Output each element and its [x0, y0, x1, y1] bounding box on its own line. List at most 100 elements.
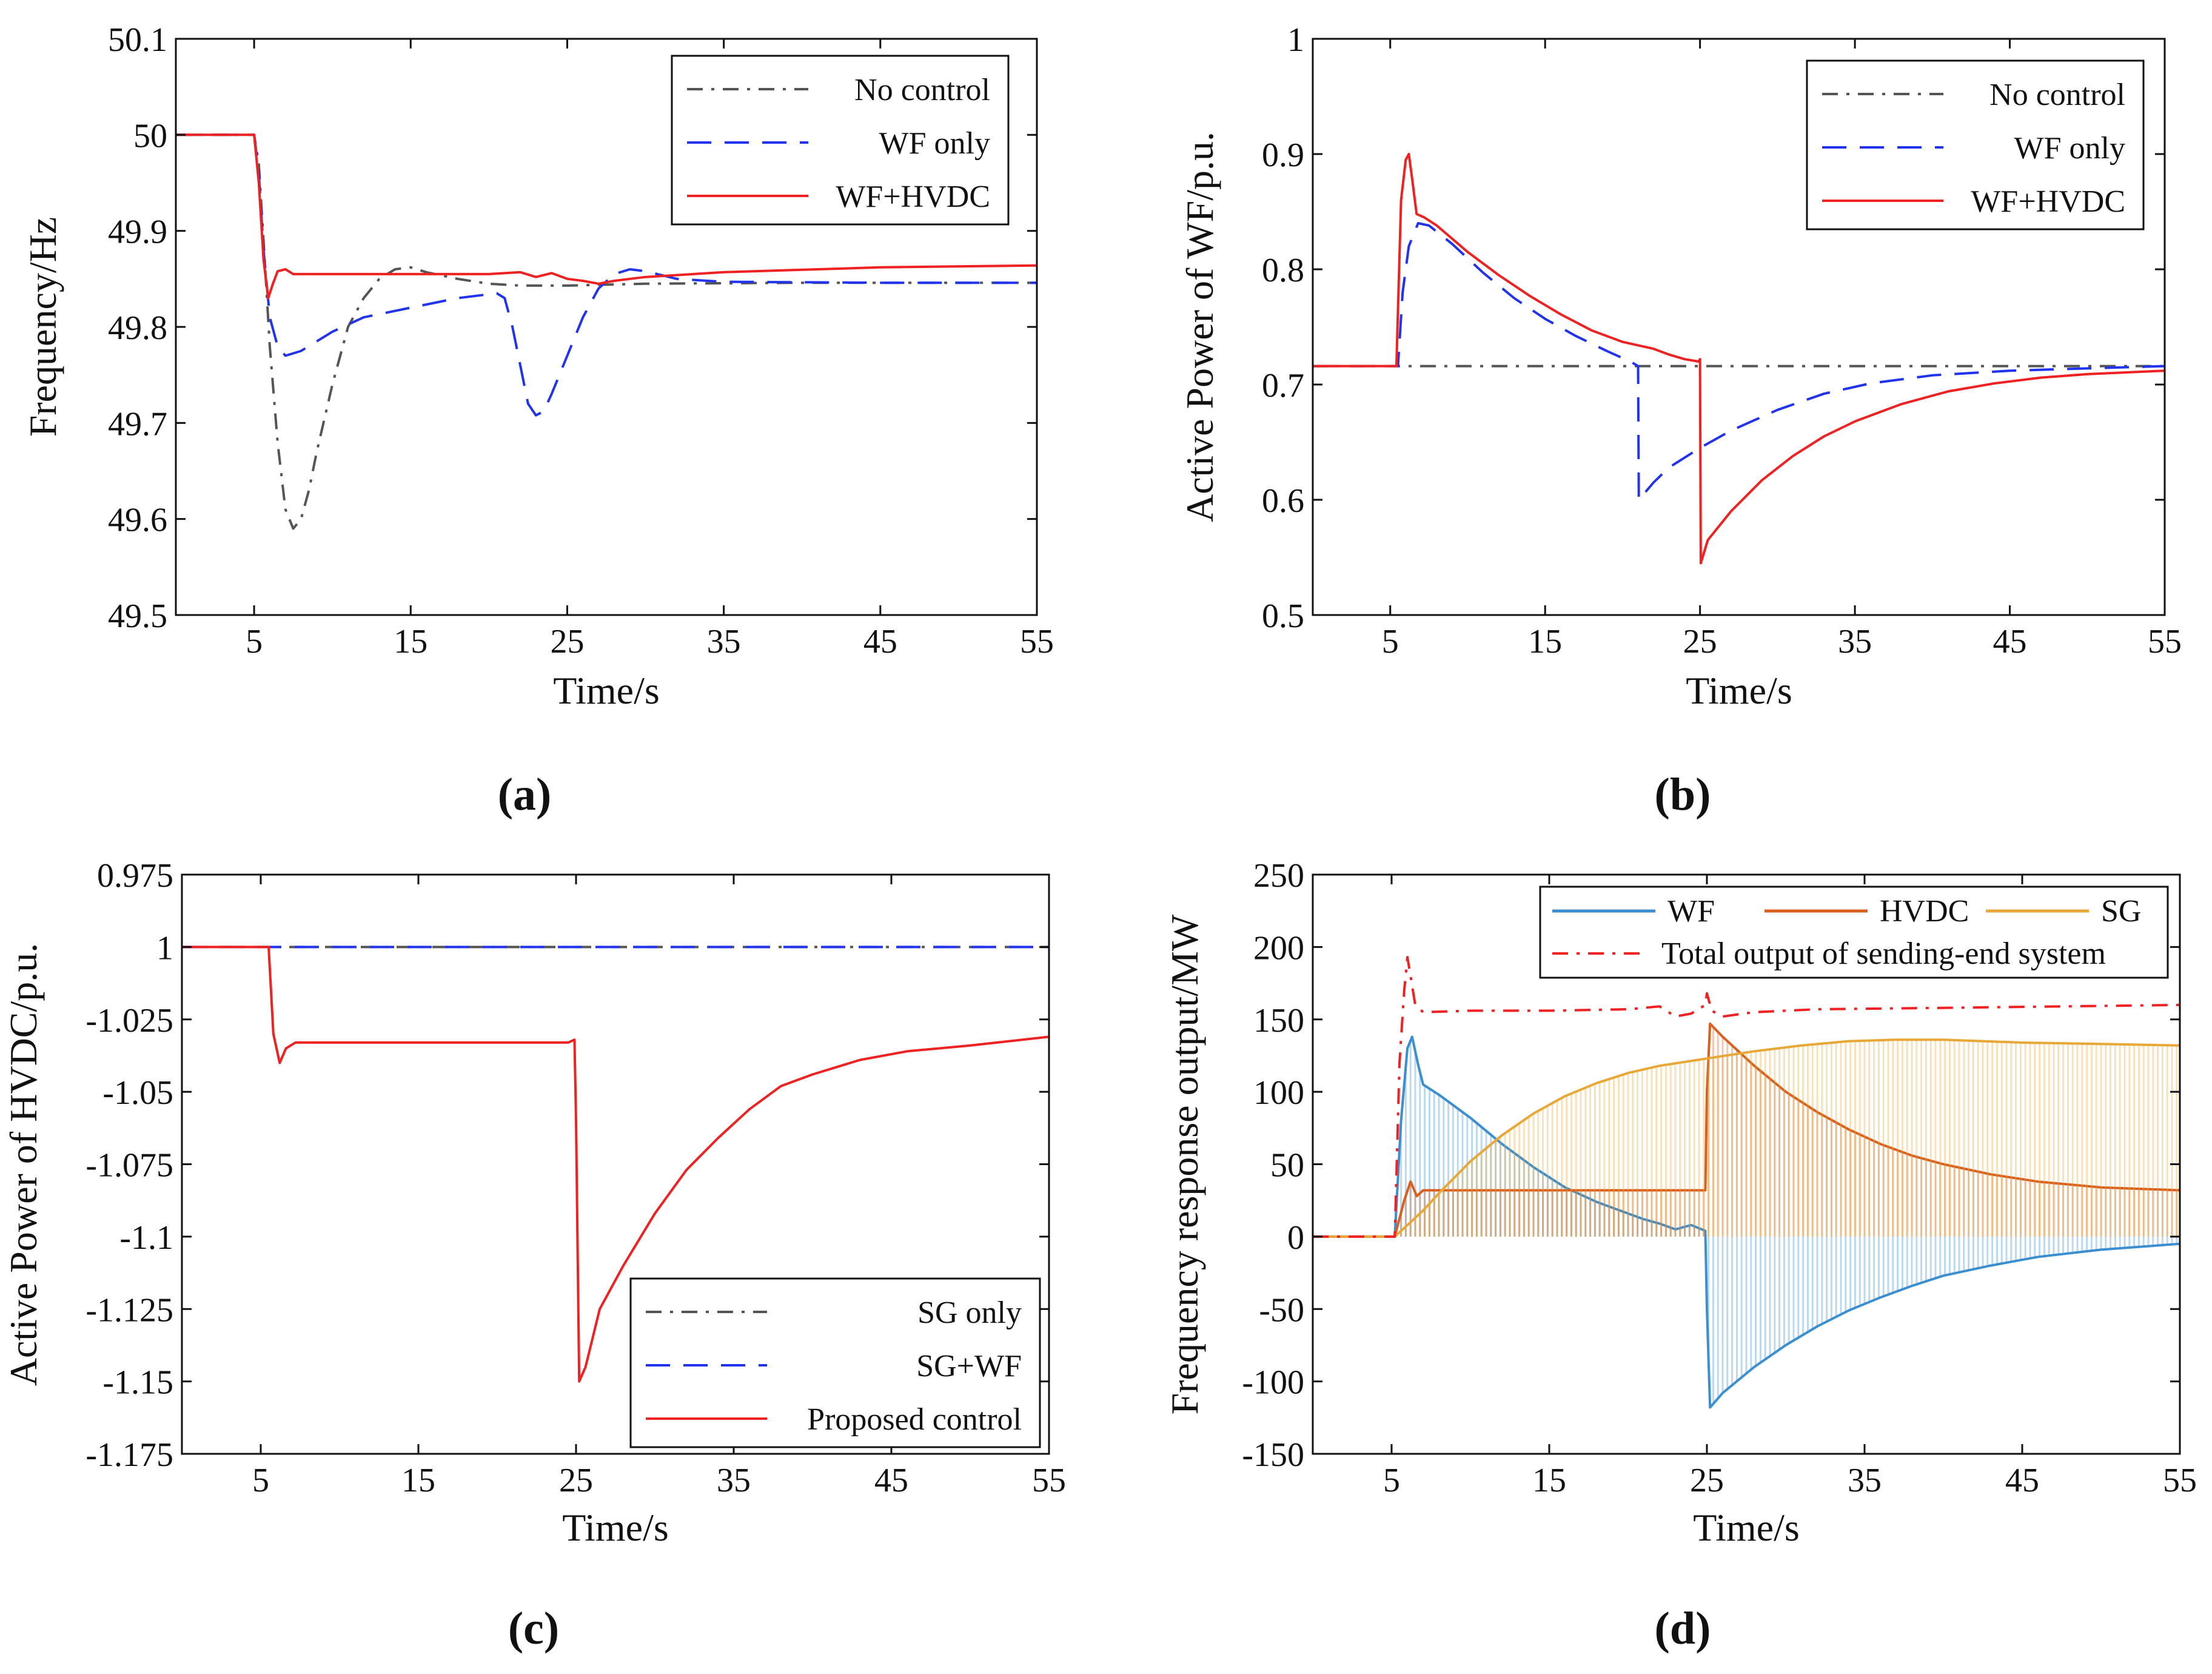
- chart-a-series-2-line: [176, 133, 1037, 300]
- chart-c-legend-label-1: SG+WF: [916, 1349, 1022, 1383]
- chart-b-legend-label-2: WF+HVDC: [1971, 184, 2125, 219]
- chart-b-x-label: Time/s: [1686, 669, 1792, 712]
- chart-a-xtick-label: 35: [707, 623, 741, 661]
- chart-b-series-1-line: [1313, 222, 2165, 501]
- chart-d-ytick-label: -100: [1242, 1364, 1304, 1402]
- chart-d-legend-label-2: SG: [2101, 894, 2141, 929]
- chart-d-ytick-label: 250: [1253, 857, 1304, 895]
- chart-a-xtick-label: 45: [863, 623, 897, 661]
- chart-c-ytick-label: -1.125: [85, 1291, 173, 1329]
- chart-d-ytick-label: -50: [1259, 1291, 1304, 1329]
- chart-d-xtick-label: 15: [1532, 1462, 1566, 1499]
- chart-d-legend-label-1: HVDC: [1880, 894, 1969, 929]
- chart-a-x-label: Time/s: [553, 669, 660, 712]
- chart-a-legend-label-0: No control: [854, 73, 990, 107]
- chart-d-legend-label-0: WF: [1667, 894, 1715, 929]
- chart-c-xtick-label: 25: [559, 1462, 593, 1499]
- chart-b-xtick-label: 45: [1993, 623, 2027, 661]
- chart-panel-b: 5 15 25 35 45 55 0.5 0.6 0.7 0.8 0.9 1 Time/s Activ…: [1178, 21, 2182, 712]
- chart-d-y-label: Frequency response output/MW: [1163, 914, 1206, 1414]
- chart-b-ytick-label: 0.7: [1262, 367, 1304, 405]
- chart-b-xtick-label: 5: [1382, 623, 1399, 661]
- chart-a-ytick-label: 50.1: [108, 21, 167, 59]
- chart-b-ytick-label: 0.6: [1262, 482, 1304, 520]
- caption-c: (c): [508, 1603, 559, 1654]
- chart-d-xtick-label: 45: [2005, 1462, 2039, 1499]
- chart-a-ytick-label: 49.8: [108, 309, 167, 347]
- chart-a-ytick-label: 49.5: [108, 597, 167, 635]
- chart-d-xtick-label: 25: [1690, 1462, 1724, 1499]
- chart-a-ytick-label: 50: [133, 117, 167, 155]
- caption-b: (b): [1655, 769, 1711, 820]
- chart-a-ytick-label: 49.9: [108, 213, 167, 251]
- chart-a-ytick-label: 49.7: [108, 405, 167, 443]
- chart-b-ytick-label: 0.5: [1262, 597, 1304, 635]
- chart-d-ytick-label: 0: [1287, 1219, 1304, 1257]
- chart-c-ytick-label: -1.15: [102, 1364, 173, 1402]
- chart-b-xtick-label: 25: [1683, 623, 1717, 661]
- chart-a-y-label: Frequency/Hz: [21, 217, 64, 437]
- caption-a: (a): [498, 769, 552, 820]
- chart-a-legend-label-1: WF only: [879, 126, 990, 161]
- chart-a-xtick-label: 15: [394, 623, 427, 661]
- chart-d-xtick-label: 5: [1383, 1462, 1400, 1499]
- chart-c-legend-label-2: Proposed control: [807, 1402, 1022, 1437]
- chart-d-series-0-fill: [1395, 1040, 2178, 1404]
- chart-c-legend-label-0: SG only: [917, 1296, 1022, 1330]
- chart-a-legend-label-2: WF+HVDC: [836, 180, 990, 214]
- chart-d-series-2-fill: [1395, 1040, 2178, 1237]
- chart-d-series-0-line: [1313, 1035, 2180, 1409]
- chart-c-y-label: Active Power of HVDC/p.u.: [2, 943, 45, 1387]
- chart-d-legend: WF HVDC SG Total output of sending-end syst…: [1539, 886, 2169, 979]
- chart-b-series-2-line: [1313, 153, 2165, 565]
- chart-d-legend-box: [1539, 886, 2169, 979]
- chart-a-series-1-line: [176, 133, 1037, 417]
- chart-c-x-label: Time/s: [562, 1506, 669, 1549]
- chart-b-xtick-label: 55: [2148, 623, 2182, 661]
- chart-c-xtick-label: 45: [874, 1462, 908, 1499]
- chart-panel-a: 5 15 25 35 45 55 49.5 49.6 49.7 49.8 49.9 50 50.1 Ti…: [21, 21, 1054, 712]
- chart-b-xtick-label: 35: [1838, 623, 1872, 661]
- chart-c-ytick-label: 1: [156, 929, 173, 967]
- chart-c-legend: SG only SG+WF Proposed control: [629, 1277, 1041, 1448]
- chart-b-ytick-label: 0.8: [1262, 252, 1304, 289]
- chart-b-legend-label-0: No control: [1989, 78, 2125, 112]
- chart-d-ytick-label: -150: [1242, 1436, 1304, 1474]
- chart-d-series-1-fill: [1395, 1027, 2178, 1237]
- chart-b-y-label: Active Power of WF/p.u.: [1178, 132, 1221, 522]
- chart-d-legend-label-3: Total output of sending-end system: [1661, 936, 2106, 971]
- chart-c-ytick-label: -1.075: [85, 1147, 173, 1185]
- chart-c-ytick-label: -1.025: [85, 1002, 173, 1040]
- chart-b-legend-label-1: WF only: [2014, 131, 2125, 166]
- chart-a-xtick-label: 55: [1020, 623, 1054, 661]
- chart-panel-d: 5 15 25 35 45 55 -150 -100 -50 0 50 100 150 200 250 Ti…: [1163, 857, 2197, 1549]
- chart-b-xtick-label: 15: [1528, 623, 1562, 661]
- chart-c-ytick-label: -1.1: [119, 1219, 173, 1257]
- chart-d-xtick-label: 35: [1848, 1462, 1882, 1499]
- chart-d-ytick-label: 200: [1253, 929, 1304, 967]
- chart-d-ytick-label: 50: [1270, 1147, 1304, 1185]
- chart-a-series-0-line: [176, 133, 1037, 530]
- chart-c-ytick-label: -1.05: [102, 1074, 173, 1112]
- chart-d-xtick-label: 55: [2163, 1462, 2197, 1499]
- caption-d: (d): [1655, 1603, 1711, 1654]
- chart-a-ytick-label: 49.6: [108, 502, 167, 539]
- chart-c-xtick-label: 55: [1032, 1462, 1066, 1499]
- chart-c-ytick-label: -1.175: [85, 1436, 173, 1474]
- chart-a-xtick-label: 5: [246, 623, 263, 661]
- chart-b-plot-frame: [1312, 38, 2166, 616]
- chart-c-xtick-label: 35: [717, 1462, 751, 1499]
- chart-b-legend: No control WF only WF+HVDC: [1806, 59, 2145, 230]
- chart-d-x-label: Time/s: [1693, 1506, 1800, 1549]
- chart-c-series-2-line: [182, 946, 1049, 1383]
- chart-a-legend: No control WF only WF+HVDC: [671, 55, 1010, 226]
- chart-c-xtick-label: 15: [401, 1462, 435, 1499]
- chart-b-ytick-label: 1: [1287, 21, 1304, 59]
- chart-d-ytick-label: 100: [1253, 1074, 1304, 1112]
- chart-b-ytick-label: 0.9: [1262, 136, 1304, 174]
- chart-d-series-3-line: [1313, 956, 2180, 1238]
- chart-a-xtick-label: 25: [550, 623, 584, 661]
- chart-panel-c: 5 15 25 35 45 55 -1.175 -1.15 -1.125 -1.1 -1.075 -1…: [2, 857, 1066, 1549]
- chart-c-xtick-label: 5: [252, 1462, 269, 1499]
